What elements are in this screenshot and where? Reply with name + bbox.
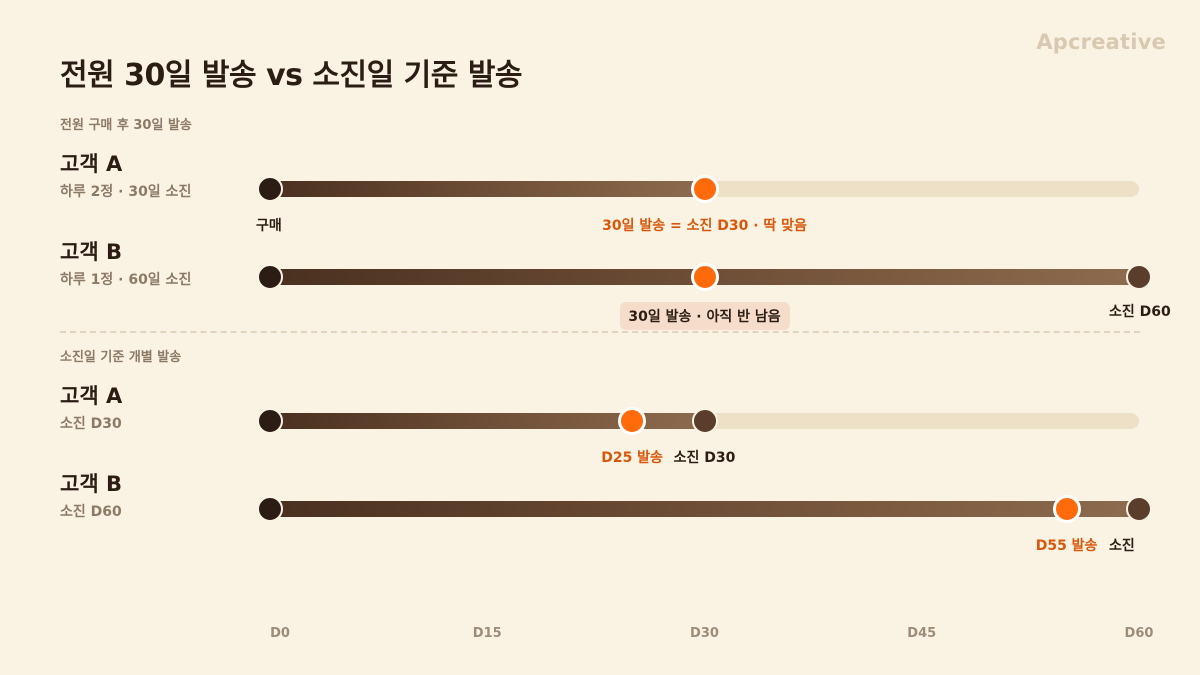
depletion-label: 소진 D30	[673, 450, 736, 466]
depletion-label: 소진 D60	[1109, 304, 1171, 320]
send-dot	[690, 175, 719, 203]
start-dot	[257, 496, 283, 522]
timeline-fill	[270, 413, 705, 429]
start-dot	[257, 176, 283, 202]
customer-subtitle: 하루 1정 · 60일 소진	[60, 272, 192, 288]
send-label: 30일 발송 = 소진 D30 · 딱 맞음	[602, 218, 807, 234]
axis-tick-label: D30	[690, 626, 719, 641]
customer-name: 고객 A	[60, 152, 123, 176]
start-label: 구매	[256, 218, 282, 234]
axis-tick-label: D0	[270, 626, 290, 641]
customer-subtitle: 소진 D30	[60, 416, 122, 432]
send-dot	[690, 263, 719, 291]
section-label-individual: 소진일 기준 개별 발송	[60, 350, 182, 365]
send-label-pill: 30일 발송 · 아직 반 남음	[619, 302, 790, 330]
send-label: D55 발송	[1035, 538, 1098, 554]
start-dot	[257, 264, 283, 290]
send-label: D25 발송	[601, 450, 663, 466]
section-label-uniform: 전원 구매 후 30일 발송	[60, 118, 192, 133]
send-dot	[618, 407, 647, 435]
timeline-fill	[270, 501, 1139, 517]
page-title: 전원 30일 발송 vs 소진일 기준 발송	[60, 58, 523, 93]
customer-subtitle: 소진 D60	[60, 504, 122, 520]
axis-tick-label: D60	[1124, 626, 1154, 641]
customer-name: 고객 A	[60, 384, 123, 408]
start-dot	[257, 408, 283, 434]
send-dot	[1052, 495, 1081, 523]
brand-logo: Apcreative	[1036, 30, 1166, 54]
customer-name: 고객 B	[60, 240, 122, 264]
depletion-dot	[1126, 264, 1152, 290]
customer-subtitle: 하루 2정 · 30일 소진	[60, 184, 192, 200]
timeline-fill	[270, 181, 705, 197]
depletion-label: 소진	[1109, 538, 1135, 554]
depletion-dot	[691, 408, 718, 434]
depletion-dot	[1126, 496, 1152, 522]
axis-tick-label: D45	[907, 626, 937, 641]
customer-name: 고객 B	[60, 472, 122, 496]
axis-tick-label: D15	[472, 626, 502, 641]
section-divider	[60, 331, 1140, 333]
